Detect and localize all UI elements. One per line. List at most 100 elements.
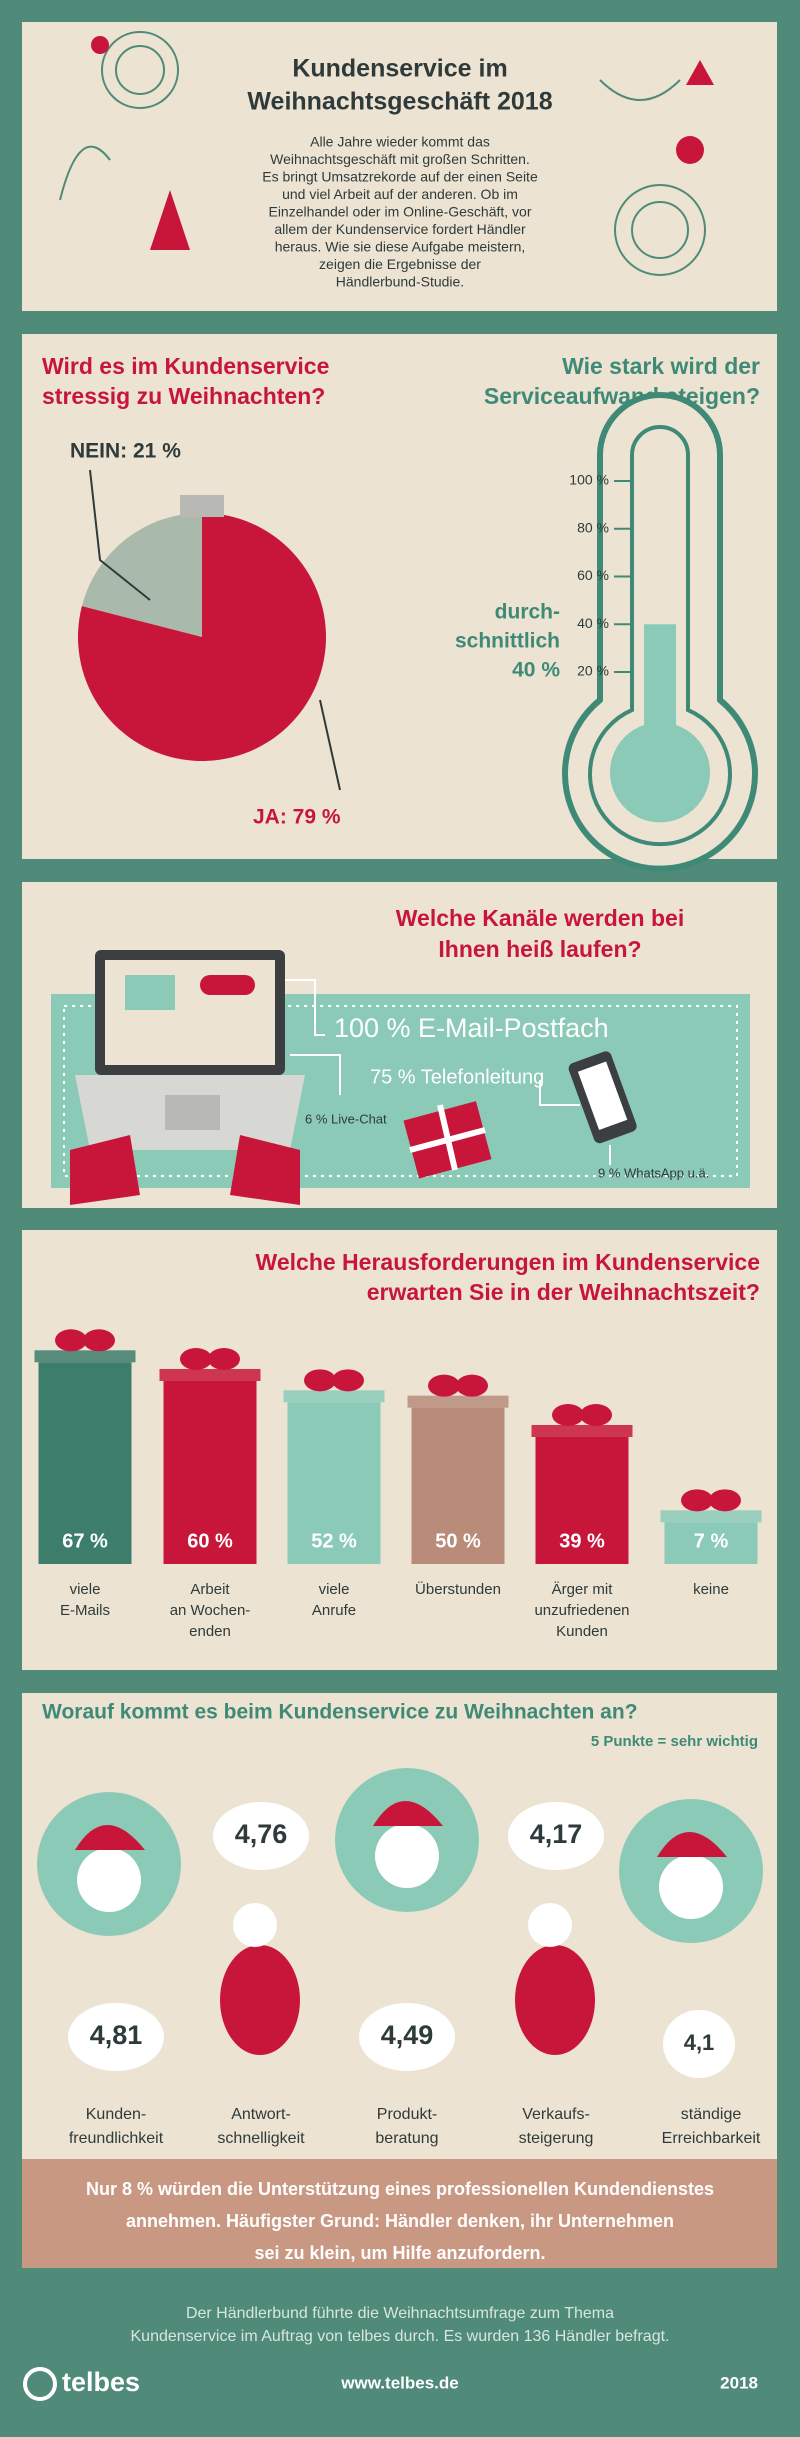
channel-label: 100 % E-Mail-Postfach — [334, 1013, 609, 1043]
ratings-note: 5 Punkte = sehr wichtig — [591, 1733, 758, 1750]
rating-bubble — [508, 1802, 604, 1870]
header-intro: und viel Arbeit auf der anderen. Ob im — [282, 186, 518, 202]
channels-dotted-frame — [63, 1005, 738, 1177]
gift-category-label: Ärger mit — [552, 1581, 614, 1598]
rating-bubble — [663, 2010, 735, 2078]
summary-band — [22, 2159, 777, 2268]
thermometer-fill — [609, 624, 710, 823]
gift-value-label: 39 % — [559, 1530, 605, 1552]
rating-value: 4,1 — [684, 2030, 715, 2055]
gift-bow — [456, 1374, 488, 1397]
thermometer-tick-label: 20 % — [577, 663, 609, 679]
ja-connector — [319, 699, 341, 791]
rating-bubble — [213, 1802, 309, 1870]
effort-title: Wie stark wird der — [562, 353, 760, 379]
gift-category-label: viele — [70, 1581, 101, 1598]
gift-lid — [34, 1350, 136, 1363]
ornament-cap — [180, 495, 224, 517]
laptop — [70, 950, 305, 1205]
rating-value: 4,81 — [90, 2020, 143, 2050]
header-intro: Händlerbund-Studie. — [336, 274, 464, 290]
gift-bar — [163, 1380, 257, 1564]
pie-label: JA: 79 % — [253, 806, 341, 829]
effort-value-label: 40 % — [512, 659, 560, 682]
header-intro: Es bringt Umsatzrekorde auf der einen Se… — [262, 169, 538, 185]
pie-slice — [78, 513, 326, 761]
rating-label: Kunden- — [86, 2106, 147, 2123]
rating-bubble — [68, 2003, 164, 2071]
gift-bow — [332, 1369, 364, 1392]
channel-label: 9 % WhatsApp u.ä. — [598, 1165, 709, 1180]
gift-lid — [660, 1510, 762, 1523]
channels-title: Welche Kanäle werden bei — [396, 905, 684, 931]
channel-label: 6 % Live-Chat — [305, 1111, 387, 1126]
gift-category-label: enden — [189, 1623, 231, 1640]
header-intro: Weihnachtsgeschäft mit großen Schritten. — [270, 151, 530, 167]
gift-category-label: keine — [693, 1581, 729, 1598]
gift-category-label: Überstunden — [415, 1580, 501, 1598]
footer-url: www.telbes.de — [340, 2373, 458, 2392]
effort-value-label: schnittlich — [455, 630, 560, 653]
gift-bow — [681, 1489, 713, 1512]
thermometer-tick-label: 40 % — [577, 615, 609, 631]
rating-bubble — [359, 2003, 455, 2071]
thermometer-tube — [588, 425, 732, 847]
summary-text: annehmen. Häufigster Grund: Händler denk… — [126, 2211, 674, 2231]
santas — [37, 1768, 763, 2055]
header-intro: zeigen die Ergebnisse der — [319, 256, 481, 272]
gift-bar — [411, 1407, 505, 1564]
rating-label: Antwort- — [231, 2106, 291, 2123]
gift-category-label: Kunden — [556, 1623, 608, 1640]
header-text-area — [240, 45, 560, 300]
gift-bar — [287, 1402, 381, 1564]
summary-text: Nur 8 % würden die Unterstützung eines p… — [86, 2179, 714, 2199]
pie-slice — [81, 513, 202, 637]
gift-category-label: Anrufe — [312, 1602, 356, 1619]
gift-lid — [283, 1390, 385, 1403]
footer-text: Kundenservice im Auftrag von telbes durc… — [131, 2328, 670, 2345]
gift-bow — [709, 1489, 741, 1512]
ratings-title: Worauf kommt es beim Kundenservice zu We… — [42, 1701, 638, 1724]
gift-lid — [159, 1368, 261, 1381]
gift — [403, 1101, 492, 1179]
gift-category-label: viele — [319, 1581, 350, 1598]
pie-label: NEIN: 21 % — [70, 440, 181, 463]
challenges-panel — [22, 1230, 777, 1670]
rating-label: freundlichkeit — [69, 2130, 164, 2147]
rating-label: ständige — [681, 2106, 742, 2123]
rating-label: Produkt- — [377, 2106, 437, 2123]
gift-value-label: 7 % — [694, 1530, 729, 1552]
stress-title: stressig zu Weihnachten? — [42, 383, 325, 409]
footer-year: 2018 — [720, 2373, 758, 2392]
stress-title: Wird es im Kundenservice — [42, 353, 329, 379]
gift-value-label: 67 % — [62, 1530, 108, 1552]
effort-value-label: durch- — [495, 601, 560, 624]
gift-bow — [428, 1374, 460, 1397]
gift-bow — [552, 1403, 584, 1426]
rating-label: steigerung — [519, 2130, 594, 2147]
gift-bow — [180, 1347, 212, 1370]
gift-category-label: unzufriedenen — [534, 1602, 629, 1619]
logo-mark — [23, 2367, 57, 2401]
channel-label: 75 % Telefonleitung — [370, 1066, 544, 1088]
gift-bar — [535, 1436, 629, 1564]
rating-value: 4,76 — [235, 1819, 288, 1849]
gift-bow — [83, 1329, 115, 1352]
header-intro: Einzelhandel oder im Online-Geschäft, vo… — [268, 204, 531, 220]
rating-label: schnelligkeit — [217, 2130, 305, 2147]
header-intro: Alle Jahre wieder kommt das — [310, 134, 490, 150]
header-intro: allem der Kundenservice fordert Händler — [274, 221, 526, 237]
channel-connectors — [285, 979, 611, 1165]
gift-value-label: 52 % — [311, 1530, 357, 1552]
gift-bar — [664, 1522, 758, 1564]
thermometer-tick-label: 100 % — [569, 472, 609, 488]
nein-connector — [89, 469, 151, 601]
gift-category-label: Arbeit — [190, 1581, 230, 1598]
gift-bow — [580, 1403, 612, 1426]
footer-text: Der Händlerbund führte die Weihnachtsumf… — [186, 2305, 614, 2322]
thermometer-tick-label: 80 % — [577, 519, 609, 535]
gift-lid — [531, 1424, 633, 1437]
gift-bow — [208, 1347, 240, 1370]
rating-value: 4,17 — [530, 1819, 583, 1849]
